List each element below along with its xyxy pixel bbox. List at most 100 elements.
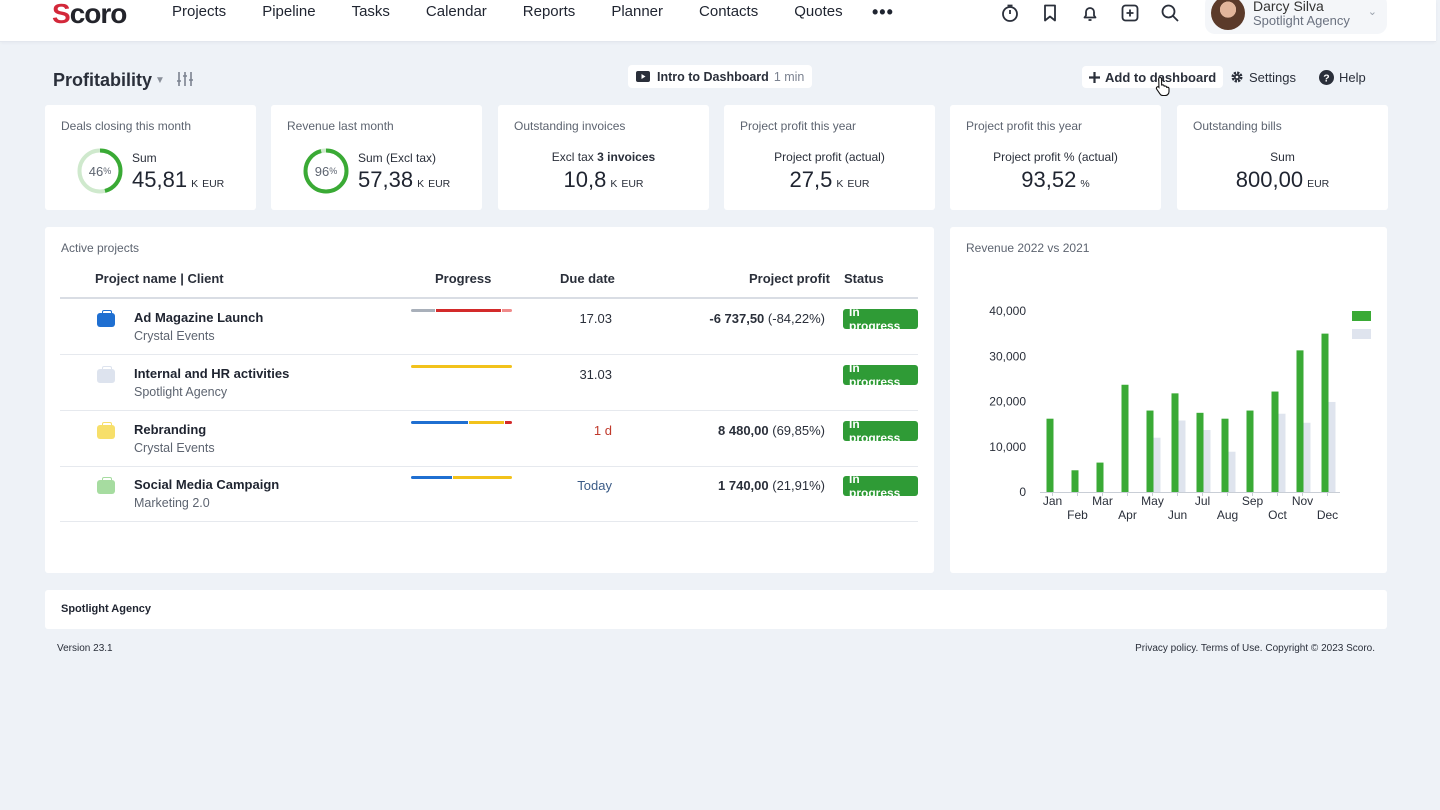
column-header-project[interactable]: Project name | Client <box>95 271 224 286</box>
kpi-scale: K <box>836 178 844 190</box>
x-tick-label: May <box>1141 494 1164 508</box>
kpi-outstanding-bills-card[interactable]: Outstanding bills Sum 800,00 EUR <box>1177 105 1388 210</box>
status-badge[interactable]: In progress <box>843 417 918 445</box>
y-tick-label: 30,000 <box>989 349 1026 363</box>
project-client[interactable]: Crystal Events <box>134 441 215 455</box>
briefcase-icon <box>97 477 115 494</box>
kpi-value: 10,8 <box>563 167 607 192</box>
bar-2021 <box>1303 422 1311 492</box>
briefcase-icon <box>97 310 115 327</box>
footer-company-card: Spotlight Agency <box>45 590 1387 629</box>
x-tick-label: Oct <box>1268 508 1287 522</box>
add-to-dashboard-button[interactable]: Add to dashboard <box>1082 66 1224 88</box>
legend-swatch-2021 <box>1352 329 1371 339</box>
table-row[interactable]: Social Media Campaign Marketing 2.0 Toda… <box>60 466 918 522</box>
kpi-scale: K <box>417 178 425 190</box>
due-date: 31.03 <box>579 367 612 382</box>
settings-button[interactable]: Settings <box>1230 66 1296 88</box>
project-client[interactable]: Crystal Events <box>134 329 215 343</box>
help-circle-icon: ? <box>1319 69 1334 85</box>
avatar <box>1211 0 1245 30</box>
add-box-icon[interactable] <box>1110 2 1150 24</box>
x-tick-label: Jul <box>1195 494 1210 508</box>
status-badge[interactable]: In progress <box>843 361 918 389</box>
kpi-project-profit-percent-card[interactable]: Project profit this year Project profit … <box>950 105 1161 210</box>
progress-bar <box>411 309 512 312</box>
nav-contacts[interactable]: Contacts <box>699 3 759 20</box>
nav-quotes[interactable]: Quotes <box>794 3 843 20</box>
chart-title: Revenue 2022 vs 2021 <box>966 241 1090 255</box>
user-menu[interactable]: Darcy Silva Spotlight Agency ⌄ <box>1205 0 1387 34</box>
bar-2022 <box>1296 350 1304 492</box>
progress-bar <box>411 476 512 479</box>
profit-percent: (69,85%) <box>772 423 825 438</box>
kpi-project-profit-card[interactable]: Project profit this year Project profit … <box>724 105 935 210</box>
status-badge[interactable]: In progress <box>843 472 918 500</box>
status-badge[interactable]: In progress <box>843 305 918 333</box>
nav-pipeline[interactable]: Pipeline <box>262 3 316 20</box>
table-row[interactable]: Ad Magazine Launch Crystal Events 17.03 … <box>60 299 918 355</box>
kpi-value: 45,81 <box>132 167 188 192</box>
profit-percent: (21,91%) <box>772 478 825 493</box>
column-header-due-date[interactable]: Due date <box>560 271 615 286</box>
column-header-progress[interactable]: Progress <box>435 271 492 286</box>
settings-label: Settings <box>1249 69 1296 85</box>
project-client[interactable]: Marketing 2.0 <box>134 496 210 510</box>
project-name[interactable]: Ad Magazine Launch <box>134 310 264 325</box>
due-date: 1 d <box>593 423 612 438</box>
kpi-unit: EUR <box>621 178 644 190</box>
nav-more-button[interactable]: ••• <box>872 2 894 22</box>
bar-2022 <box>1096 462 1104 492</box>
kpi-unit: EUR <box>202 178 225 190</box>
profit-amount: -6 737,50 <box>709 311 765 326</box>
nav-projects[interactable]: Projects <box>172 3 227 20</box>
bookmark-icon[interactable] <box>1030 2 1070 24</box>
main-nav: Projects Pipeline Tasks Calendar Reports… <box>172 2 893 22</box>
nav-tasks[interactable]: Tasks <box>351 3 390 20</box>
kpi-sub-label: Project profit % (actual) <box>993 150 1118 164</box>
nav-calendar[interactable]: Calendar <box>425 3 487 20</box>
intro-video-button[interactable]: Intro to Dashboard 1 min <box>628 65 813 88</box>
footer-company: Spotlight Agency <box>61 603 152 615</box>
plus-icon <box>1089 71 1100 83</box>
scoro-logo[interactable]: Scoro <box>52 0 127 29</box>
kpi-unit: EUR <box>428 178 451 190</box>
project-name[interactable]: Internal and HR activities <box>134 366 290 381</box>
legal-links[interactable]: Privacy policy. Terms of Use. Copyright … <box>1135 643 1375 654</box>
progress-segment <box>505 421 512 424</box>
version-text: Version 23.1 <box>57 643 113 654</box>
column-header-status[interactable]: Status <box>844 271 884 286</box>
table-row[interactable]: Internal and HR activities Spotlight Age… <box>60 355 918 411</box>
bell-icon[interactable] <box>1070 2 1110 24</box>
column-header-project-profit[interactable]: Project profit <box>749 271 830 286</box>
kpi-value-line: 45,81 K EUR <box>132 167 224 193</box>
legend-swatch-2022 <box>1352 311 1371 321</box>
timer-icon[interactable] <box>990 2 1030 24</box>
kpi-unit: EUR <box>1307 178 1330 190</box>
project-client[interactable]: Spotlight Agency <box>134 385 228 399</box>
bar-2022 <box>1221 418 1229 492</box>
kpi-unit: EUR <box>847 178 870 190</box>
search-icon[interactable] <box>1150 2 1190 24</box>
bar-2022 <box>1246 410 1254 492</box>
kpi-outstanding-invoices-card[interactable]: Outstanding invoices Excl tax 3 invoices… <box>498 105 709 210</box>
kpi-value-line: 93,52% <box>950 167 1161 193</box>
project-name[interactable]: Social Media Campaign <box>134 477 280 492</box>
dashboard-title[interactable]: Profitability <box>53 70 153 90</box>
kpi-sub-label: Sum (Excl tax) <box>358 151 437 165</box>
table-header-divider <box>60 297 918 299</box>
caret-down-icon[interactable]: ▼ <box>155 75 165 86</box>
nav-reports[interactable]: Reports <box>522 3 576 20</box>
project-name[interactable]: Rebranding <box>134 422 207 437</box>
kpi-revenue-last-month-card[interactable]: Revenue last month 96% Sum (Excl tax) 57… <box>271 105 482 210</box>
table-row[interactable]: Rebranding Crystal Events 1 d 8 480,00 (… <box>60 411 918 467</box>
progress-ring <box>303 148 349 194</box>
x-tick-label: Sep <box>1242 494 1264 508</box>
gear-icon <box>1231 71 1243 83</box>
help-button[interactable]: ? Help <box>1319 66 1366 88</box>
kpi-label: Revenue last month <box>287 119 394 133</box>
kpi-deals-closing-card[interactable]: Deals closing this month 46% Sum 45,81 K E… <box>45 105 256 210</box>
progress-bar <box>411 421 512 424</box>
filter-sliders-icon[interactable] <box>176 71 194 92</box>
nav-planner[interactable]: Planner <box>611 3 664 20</box>
